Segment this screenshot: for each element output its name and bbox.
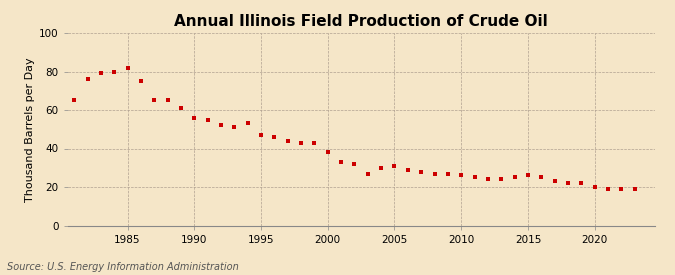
Point	[589, 185, 600, 189]
Point	[616, 187, 627, 191]
Point	[509, 175, 520, 180]
Point	[296, 141, 306, 145]
Point	[443, 171, 454, 176]
Point	[256, 133, 267, 137]
Point	[416, 169, 427, 174]
Point	[149, 98, 160, 103]
Point	[429, 171, 440, 176]
Point	[402, 167, 413, 172]
Point	[189, 116, 200, 120]
Title: Annual Illinois Field Production of Crude Oil: Annual Illinois Field Production of Crud…	[174, 14, 548, 29]
Point	[229, 125, 240, 130]
Point	[496, 177, 507, 182]
Point	[109, 69, 119, 74]
Point	[162, 98, 173, 103]
Point	[362, 171, 373, 176]
Point	[576, 181, 587, 185]
Text: Source: U.S. Energy Information Administration: Source: U.S. Energy Information Administ…	[7, 262, 238, 272]
Point	[629, 187, 640, 191]
Point	[603, 187, 614, 191]
Point	[82, 77, 93, 81]
Point	[323, 150, 333, 155]
Point	[309, 141, 320, 145]
Point	[176, 106, 186, 110]
Point	[389, 164, 400, 168]
Point	[456, 173, 466, 178]
Point	[95, 71, 106, 76]
Point	[376, 166, 387, 170]
Point	[282, 139, 293, 143]
Point	[202, 117, 213, 122]
Point	[69, 98, 80, 103]
Point	[122, 65, 133, 70]
Point	[136, 79, 146, 83]
Point	[562, 181, 573, 185]
Point	[242, 121, 253, 126]
Point	[469, 175, 480, 180]
Y-axis label: Thousand Barrels per Day: Thousand Barrels per Day	[25, 57, 34, 202]
Point	[549, 179, 560, 183]
Point	[536, 175, 547, 180]
Point	[335, 160, 346, 164]
Point	[483, 177, 493, 182]
Point	[215, 123, 226, 128]
Point	[522, 173, 533, 178]
Point	[349, 162, 360, 166]
Point	[269, 135, 279, 139]
